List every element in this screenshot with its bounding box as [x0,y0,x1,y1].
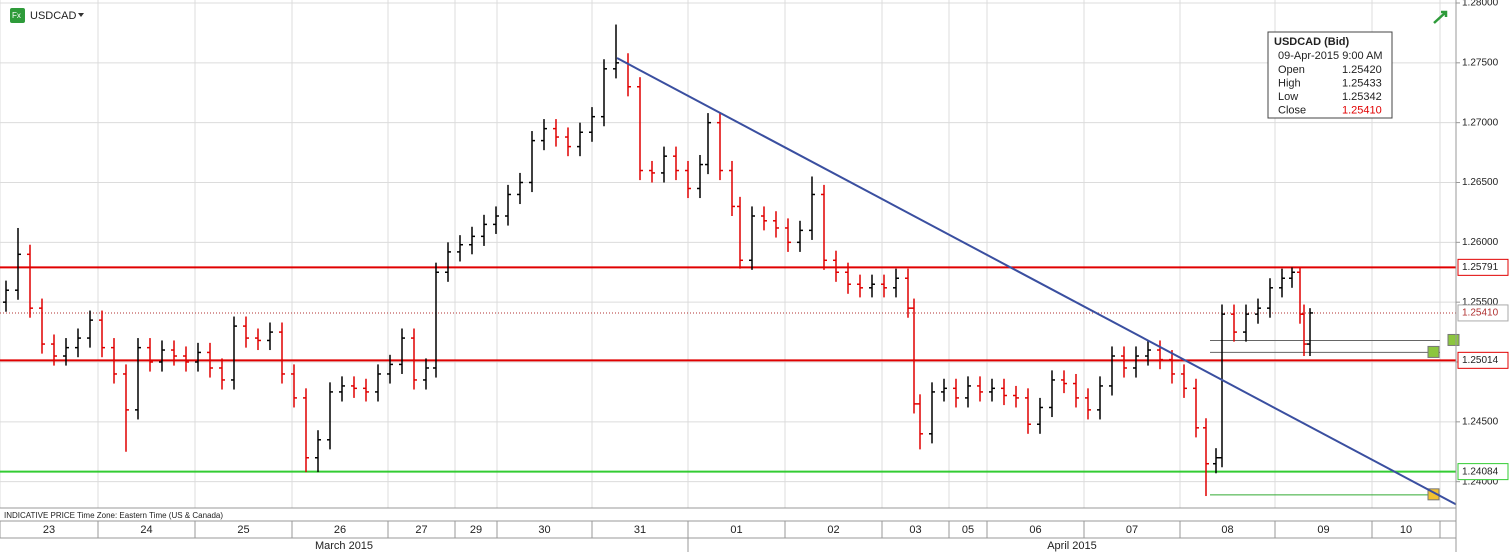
x-tick-label: 07 [1126,524,1138,536]
x-tick-label: 01 [730,524,742,536]
x-tick-label: 24 [140,524,152,536]
info-value: 1.25410 [1342,104,1382,116]
info-key: High [1278,77,1301,89]
x-tick-label: 27 [415,524,427,536]
y-tick-label: 1.28000 [1462,0,1499,9]
x-tick-label: 10 [1400,524,1412,536]
symbol-icon [10,8,25,23]
order-icon [1427,345,1440,358]
x-tick-label: 23 [43,524,55,536]
y-tick-label: 1.27000 [1462,117,1499,128]
price-label-box [1457,304,1509,322]
trendline [616,57,1457,506]
info-box: USDCAD (Bid) 09-Apr-2015 9:00 AM Open 1.254… [1267,31,1393,119]
chart-title[interactable]: USDCAD [30,10,77,22]
dropdown-arrow[interactable] [78,13,84,17]
x-tick-label: 02 [827,524,839,536]
info-key: Low [1278,91,1298,103]
level-label: 1.25014 [1462,355,1499,366]
symbol-icon-text: Fx [12,11,21,20]
level-label: 1.24084 [1462,466,1499,477]
x-tick-label: 08 [1221,524,1233,536]
x-tick-label: 31 [634,524,646,536]
info-value: 1.25420 [1342,64,1382,76]
info-box-frame [1267,31,1393,119]
trend-icon[interactable] [1433,10,1448,24]
x-tick-label: 05 [962,524,974,536]
plot [0,24,1460,506]
order-icon [1447,333,1460,346]
x-tick-label: 30 [538,524,550,536]
y-tick-label: 1.26000 [1462,237,1499,248]
price-label: 1.25410 [1462,308,1499,319]
month-label: March 2015 [315,540,373,552]
footnote: INDICATIVE PRICE Time Zone: Eastern Time… [4,511,223,520]
level-label-box [1457,258,1509,276]
info-title: USDCAD (Bid) [1274,36,1349,48]
info-key: Close [1278,104,1306,116]
y-tick-label: 1.24500 [1462,416,1499,427]
x-tick-label: 29 [470,524,482,536]
info-time: 09-Apr-2015 9:00 AM [1278,50,1383,62]
level-label-box [1457,463,1509,481]
x-tick-label: 09 [1317,524,1329,536]
level-label-box [1457,351,1509,369]
x-tick-label: 25 [237,524,249,536]
x-tick-label: 06 [1029,524,1041,536]
month-label: April 2015 [1047,540,1097,552]
level-label: 1.25791 [1462,262,1499,273]
info-key: Open [1278,64,1305,76]
y-tick-label: 1.25500 [1462,297,1499,308]
x-tick-label: 03 [909,524,921,536]
y-tick-label: 1.24000 [1462,476,1499,487]
y-tick-label: 1.26500 [1462,177,1499,188]
y-axis: 1.240001.245001.250001.255001.260001.265… [1456,0,1509,487]
info-value: 1.25342 [1342,91,1382,103]
info-value: 1.25433 [1342,77,1382,89]
grid [0,0,1456,508]
x-tick-label: 26 [334,524,346,536]
y-tick-label: 1.27500 [1462,57,1499,68]
x-axis-band [0,508,1456,552]
